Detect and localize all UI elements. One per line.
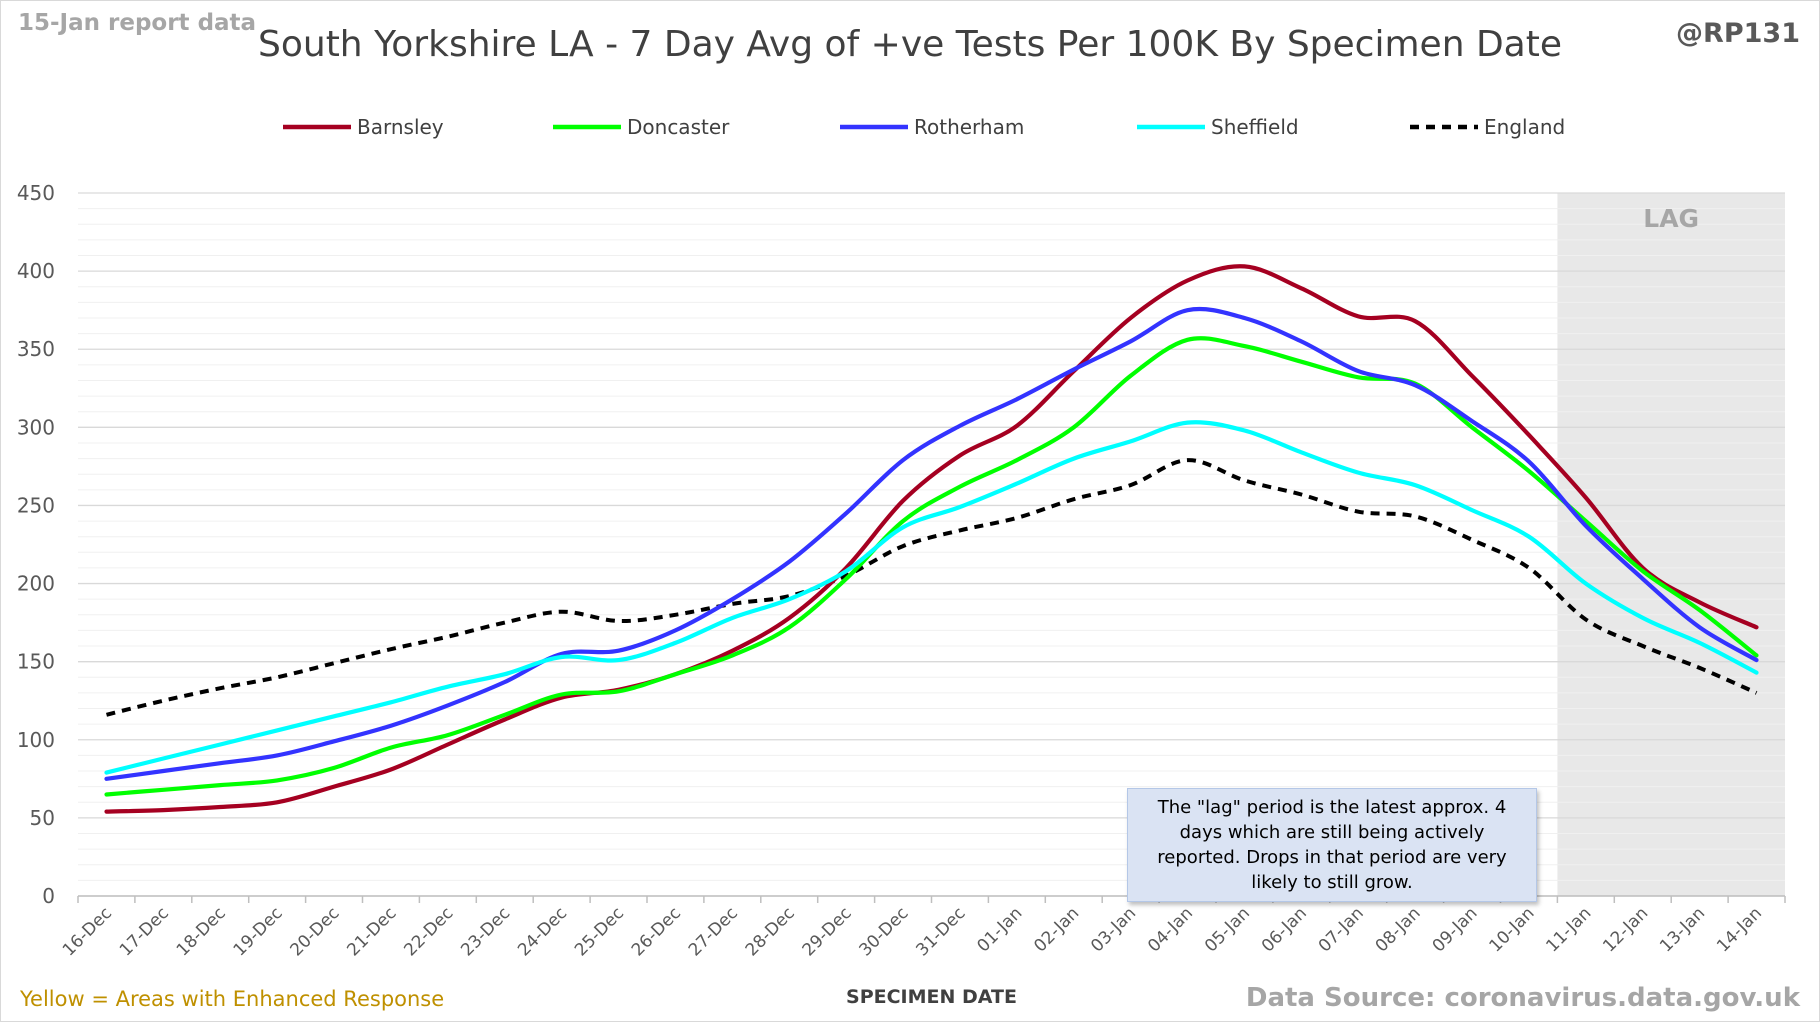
legend-label: Barnsley [357, 115, 444, 139]
x-tick-label: 04-Jan [1144, 903, 1197, 956]
x-tick-label: 12-Jan [1599, 903, 1652, 956]
x-tick-label: 14-Jan [1713, 903, 1766, 956]
series-line-sheffield [104, 420, 1759, 775]
series-line-england [106, 458, 1758, 717]
x-tick-label: 28-Dec [742, 903, 799, 960]
legend-item-sheffield: Sheffield [1137, 115, 1299, 139]
legend-label: England [1484, 115, 1565, 139]
author-handle: @RP131 [1676, 18, 1800, 49]
x-tick-label: 09-Jan [1429, 903, 1482, 956]
y-tick-label: 400 [17, 259, 55, 283]
x-tick-label: 20-Dec [287, 903, 344, 960]
y-tick-label: 350 [17, 337, 55, 361]
x-tick-label: 06-Jan [1258, 903, 1311, 956]
x-tick-label: 07-Jan [1315, 903, 1368, 956]
x-tick-label: 08-Jan [1372, 903, 1425, 956]
series-line-rotherham [104, 306, 1759, 781]
x-tick-label: 11-Jan [1542, 903, 1595, 956]
x-tick-label: 26-Dec [628, 903, 685, 960]
x-tick-label: 02-Jan [1030, 903, 1083, 956]
y-tick-label: 0 [42, 884, 55, 908]
legend-item-rotherham: Rotherham [840, 115, 1024, 139]
enhanced-response-note: Yellow = Areas with Enhanced Response [20, 987, 445, 1011]
series-line-doncaster [104, 336, 1759, 797]
x-tick-label: 19-Dec [230, 903, 287, 960]
x-tick-label: 17-Dec [116, 903, 173, 960]
legend-label: Sheffield [1211, 115, 1299, 139]
x-tick-label: 03-Jan [1087, 903, 1140, 956]
lag-label: LAG [1643, 204, 1699, 233]
x-axis-title: SPECIMEN DATE [846, 986, 1017, 1008]
lag-region [1557, 193, 1785, 896]
y-tick-label: 100 [17, 728, 55, 752]
y-tick-label: 450 [17, 181, 55, 205]
y-tick-label: 250 [17, 493, 55, 517]
x-tick-label: 24-Dec [514, 903, 571, 960]
legend-label: Doncaster [627, 115, 730, 139]
x-tick-label: 23-Dec [457, 903, 514, 960]
x-tick-label: 05-Jan [1201, 903, 1254, 956]
x-tick-label: 21-Dec [343, 903, 400, 960]
x-tick-label: 29-Dec [799, 903, 856, 960]
legend-label: Rotherham [914, 115, 1024, 139]
x-tick-label: 13-Jan [1656, 903, 1709, 956]
x-tick-label: 10-Jan [1486, 903, 1539, 956]
x-tick-label: 27-Dec [685, 903, 742, 960]
x-tick-label: 01-Jan [973, 903, 1026, 956]
chart-title: South Yorkshire LA - 7 Day Avg of +ve Te… [258, 24, 1562, 65]
legend-item-england: England [1410, 115, 1565, 139]
y-tick-label: 200 [17, 572, 55, 596]
x-tick-label: 25-Dec [571, 903, 628, 960]
series-line-barnsley [104, 264, 1759, 814]
x-tick-label: 31-Dec [912, 903, 969, 960]
data-source: Data Source: coronavirus.data.gov.uk [1245, 983, 1800, 1013]
y-tick-label: 150 [17, 650, 55, 674]
y-tick-label: 50 [30, 806, 55, 830]
lag-note: The "lag" period is the latest approx. 4… [1127, 788, 1537, 902]
y-tick-label: 300 [17, 415, 55, 439]
x-tick-label: 18-Dec [173, 903, 230, 960]
x-tick-label: 16-Dec [59, 903, 116, 960]
x-tick-label: 22-Dec [400, 903, 457, 960]
x-tick-label: 30-Dec [856, 903, 913, 960]
legend-item-doncaster: Doncaster [553, 115, 730, 139]
legend-item-barnsley: Barnsley [283, 115, 444, 139]
report-date-label: 15-Jan report data [18, 10, 257, 36]
